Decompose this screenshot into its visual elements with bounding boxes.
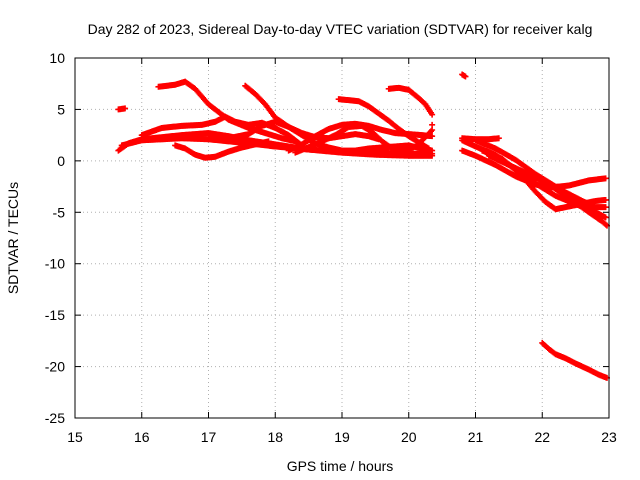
y-tick-label: -20 <box>45 359 65 375</box>
chart-title: Day 282 of 2023, Sidereal Day-to-day VTE… <box>88 21 593 37</box>
y-tick-label: 5 <box>57 101 65 117</box>
series-arc-12 <box>385 84 436 128</box>
data-point <box>462 73 469 80</box>
series-arc-16 <box>459 147 609 191</box>
y-tick-label: -25 <box>45 410 65 426</box>
series-arc-19 <box>485 152 610 229</box>
series-arc-03 <box>118 135 436 159</box>
series-arc-13 <box>459 71 469 80</box>
x-tick-label: 23 <box>601 429 617 445</box>
series-arc-01 <box>115 105 129 113</box>
x-tick-label: 21 <box>468 429 484 445</box>
y-tick-label: -5 <box>53 204 66 220</box>
x-tick-label: 20 <box>401 429 417 445</box>
y-tick-label: 10 <box>49 50 65 66</box>
series-arc-04 <box>155 78 299 145</box>
data-point <box>429 147 436 154</box>
data-markers <box>115 71 610 381</box>
series-arc-06 <box>172 138 272 161</box>
grid-lines <box>75 58 609 418</box>
x-tick-label: 22 <box>534 429 550 445</box>
series-arc-20 <box>539 339 610 381</box>
x-tick-label: 17 <box>201 429 217 445</box>
x-tick-label: 18 <box>267 429 283 445</box>
data-point <box>429 127 436 133</box>
data-point <box>602 214 609 221</box>
data-point <box>602 175 609 182</box>
series-arc-05 <box>138 113 305 149</box>
data-point <box>429 152 436 159</box>
y-tick-label: -15 <box>45 307 65 323</box>
data-point <box>265 138 272 145</box>
data-point <box>429 111 436 118</box>
y-tick-label: 0 <box>57 153 65 169</box>
data-point <box>602 204 609 211</box>
data-point <box>122 105 129 112</box>
x-tick-label: 19 <box>334 429 350 445</box>
axis-ticks: 15 16 17 18 19 20 21 22 23 10 5 0 -5 -10 -15 -20 -25 <box>45 50 617 445</box>
data-point <box>429 121 436 128</box>
data-point <box>429 133 436 140</box>
x-axis-label: GPS time / hours <box>287 458 394 474</box>
y-tick-label: -10 <box>45 256 65 272</box>
data-point <box>425 145 432 152</box>
data-point <box>602 221 609 228</box>
data-point <box>495 135 502 142</box>
series-arc-17 <box>472 137 609 211</box>
data-point <box>602 196 609 203</box>
x-tick-label: 16 <box>134 429 150 445</box>
x-tick-label: 15 <box>67 429 83 445</box>
y-axis-label: SDTVAR / TECUs <box>5 182 21 294</box>
series-arc-11 <box>335 96 432 152</box>
